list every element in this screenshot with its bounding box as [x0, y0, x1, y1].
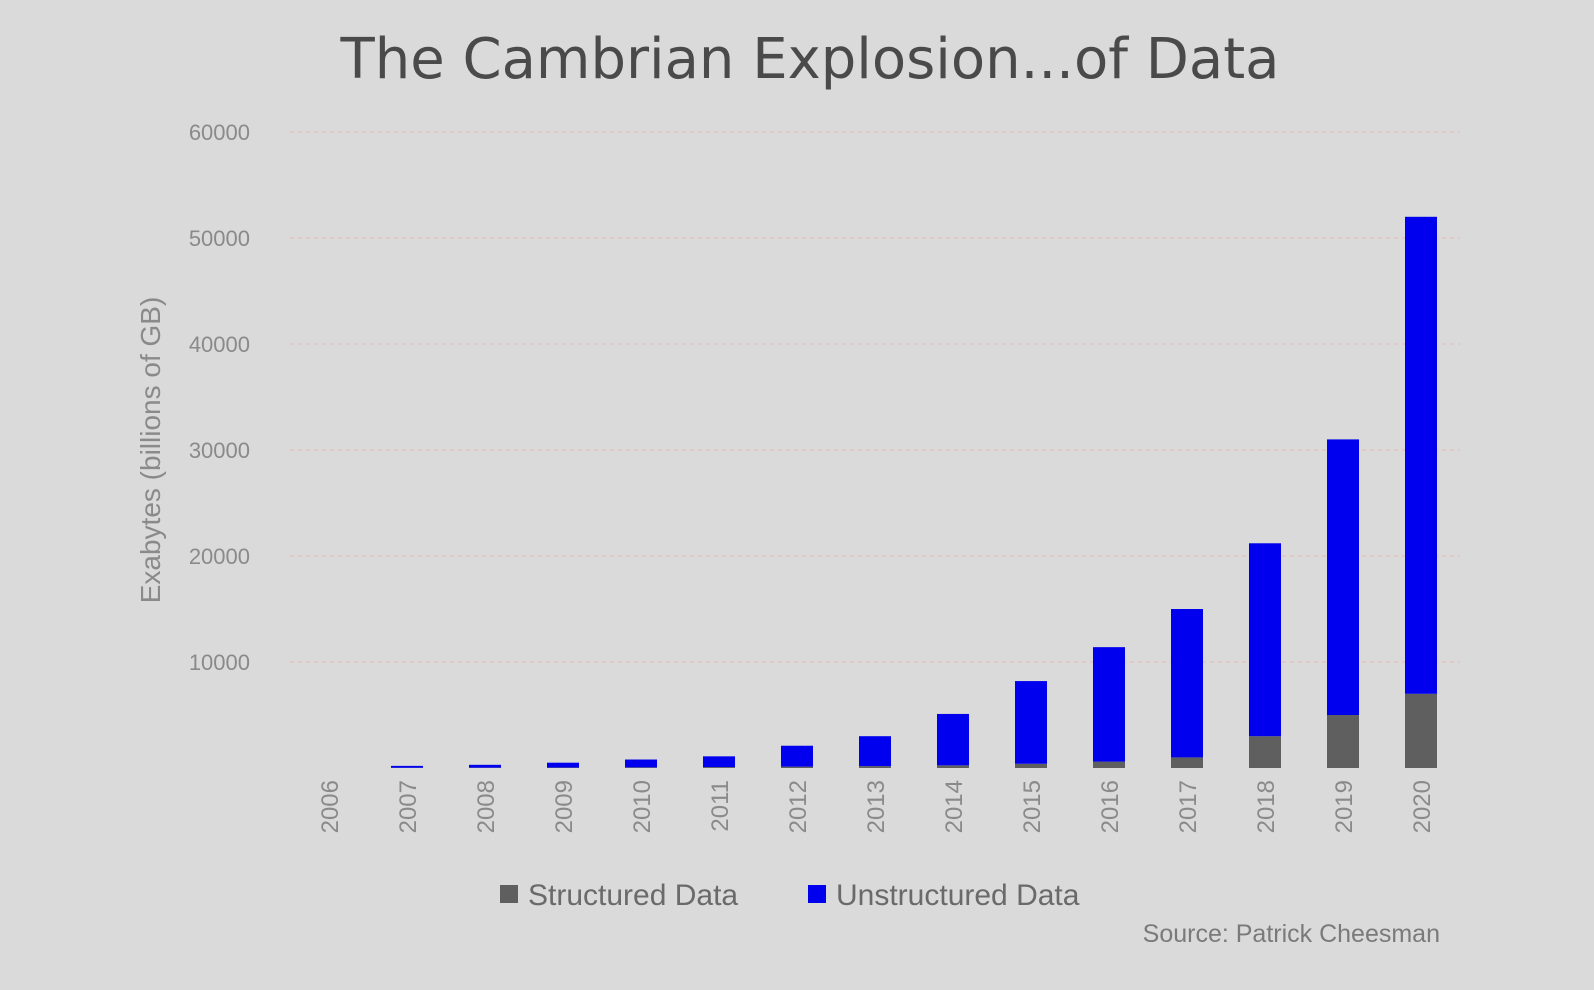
x-tick-label: 2020	[1409, 780, 1436, 833]
x-tick-label: 2015	[1019, 780, 1046, 833]
legend-swatch	[500, 885, 518, 903]
bar-unstructured-2020	[1405, 216, 1437, 694]
x-tick-label: 2007	[395, 780, 422, 833]
bar-unstructured-2012	[781, 745, 813, 767]
bar-unstructured-2011	[703, 756, 735, 768]
bar-unstructured-2015	[1015, 681, 1047, 764]
bar-structured-2016	[1093, 761, 1125, 768]
bar-structured-2019	[1327, 715, 1359, 768]
bar-structured-2014	[937, 765, 969, 768]
bar-structured-2015	[1015, 763, 1047, 768]
bar-unstructured-2007	[391, 765, 423, 768]
bar-unstructured-2009	[547, 762, 579, 768]
source-note: Source: Patrick Cheesman	[1143, 920, 1440, 948]
legend-swatch	[808, 885, 826, 903]
bar-unstructured-2018	[1249, 543, 1281, 737]
bar-structured-2017	[1171, 757, 1203, 768]
y-axis-label: Exabytes (billions of GB)	[135, 297, 166, 604]
x-tick-label: 2019	[1331, 780, 1358, 833]
x-tick-label: 2016	[1097, 780, 1124, 833]
bar-structured-2018	[1249, 736, 1281, 768]
x-tick-label: 2010	[629, 780, 656, 833]
bar-unstructured-2019	[1327, 439, 1359, 715]
legend: Structured Data Unstructured Data	[500, 879, 1080, 912]
x-tick-label: 2017	[1175, 780, 1202, 833]
y-tick-label: 30000	[189, 438, 250, 463]
x-tick-label: 2011	[707, 780, 734, 832]
x-tick-label: 2008	[473, 780, 500, 833]
chart-title: The Cambrian Explosion...of Data	[340, 27, 1280, 92]
x-tick-label: 2009	[551, 780, 578, 833]
y-tick-labels: 10000 20000 30000 40000 50000 60000	[189, 120, 250, 675]
x-tick-label: 2012	[785, 780, 812, 833]
bar-structured-2012	[781, 766, 813, 768]
bar-structured-2013	[859, 766, 891, 768]
y-tick-label: 40000	[189, 332, 250, 357]
y-tick-label: 20000	[189, 544, 250, 569]
bar-unstructured-2013	[859, 736, 891, 767]
bar-unstructured-2008	[469, 764, 501, 768]
bar-unstructured-2017	[1171, 609, 1203, 758]
legend-label: Unstructured Data	[836, 879, 1080, 912]
x-tick-labels: 2006 2007 2008 2009 2010 2011 2012 2013 2014 2015…	[317, 780, 1436, 833]
bar-structured-2010	[625, 767, 657, 768]
gridlines	[290, 131, 1460, 663]
x-tick-label: 2006	[317, 780, 344, 833]
bar-structured-2020	[1405, 693, 1437, 768]
x-tick-label: 2013	[863, 780, 890, 833]
x-tick-label: 2014	[941, 780, 968, 833]
bar-unstructured-2010	[625, 759, 657, 768]
y-tick-label: 60000	[189, 120, 250, 145]
y-tick-label: 10000	[189, 650, 250, 675]
bar-unstructured-2016	[1093, 647, 1125, 762]
bars	[391, 216, 1437, 768]
bar-structured-2011	[703, 767, 735, 768]
y-tick-label: 50000	[189, 226, 250, 251]
legend-label: Structured Data	[528, 879, 738, 912]
x-tick-label: 2018	[1253, 780, 1280, 833]
bar-unstructured-2014	[937, 713, 969, 766]
